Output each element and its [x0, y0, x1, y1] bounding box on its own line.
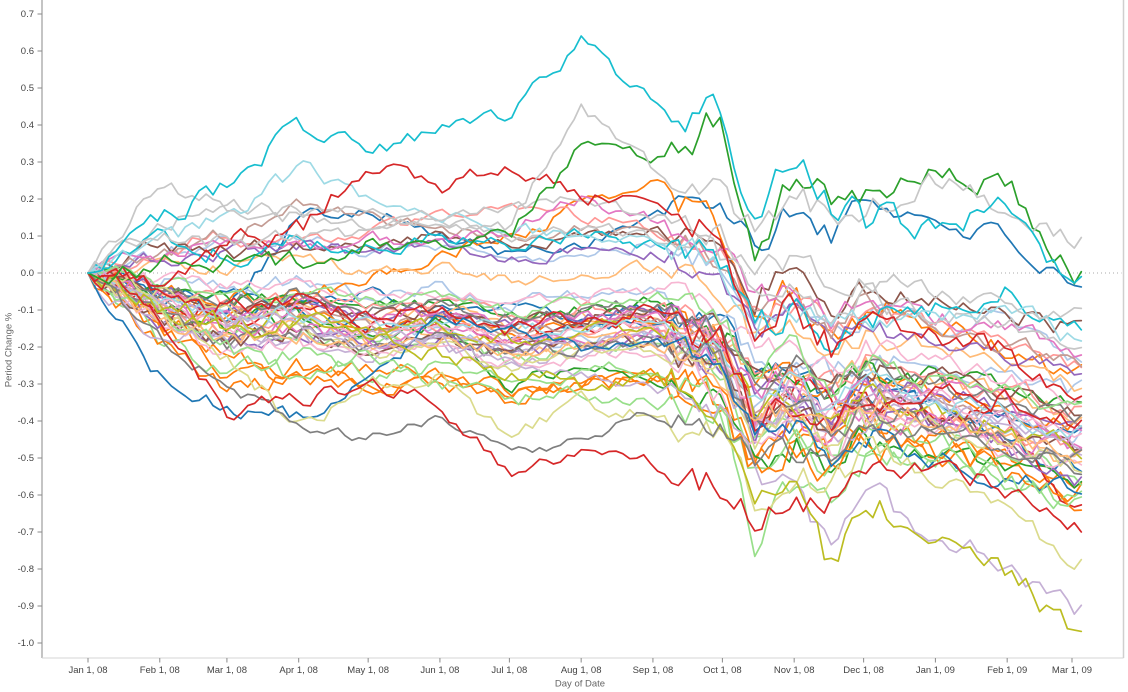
series-line-S55[interactable]: [87, 272, 1083, 633]
series-line-S57[interactable]: [87, 272, 1083, 533]
series-line-S01[interactable]: [87, 195, 1083, 315]
series-line-S49[interactable]: [87, 268, 1083, 432]
y-tick-label: 0.1: [21, 231, 34, 242]
x-tick-label: Aug 1, 08: [561, 665, 602, 676]
x-tick-label: Feb 1, 08: [140, 665, 180, 676]
series-line-S52[interactable]: [87, 272, 1083, 558]
series-line-S31[interactable]: [87, 270, 1083, 445]
y-tick-label: -0.9: [18, 601, 34, 612]
x-tick-label: May 1, 08: [347, 665, 389, 676]
x-tick-label: Mar 1, 08: [207, 665, 247, 676]
y-tick-label: -0.2: [18, 342, 34, 353]
series-line-S22[interactable]: [87, 272, 1083, 487]
series-line-S36[interactable]: [87, 269, 1083, 406]
y-tick-label: -0.4: [18, 416, 34, 427]
series-line-S33[interactable]: [87, 195, 1083, 358]
x-tick-label: Jul 1, 08: [491, 665, 527, 676]
y-tick-label: -0.7: [18, 527, 34, 538]
series-line-S44[interactable]: [87, 272, 1083, 512]
y-tick-label: 0.2: [21, 194, 34, 205]
series-line-S59[interactable]: [87, 112, 1083, 285]
y-tick-label: -0.6: [18, 490, 34, 501]
series-line-S04[interactable]: [87, 261, 1083, 394]
y-axis: 0.7 0.6 0.5 0.4 0.3 0.2 0.1 0.0 -0.1 -0.2 -0.3 -0.4…: [18, 0, 43, 658]
y-tick-label: 0.4: [21, 120, 34, 131]
x-tick-label: Nov 1, 08: [774, 665, 815, 676]
series-line-S42[interactable]: [87, 160, 1083, 342]
series-lines: [87, 35, 1083, 633]
series-line-S35[interactable]: [87, 272, 1083, 468]
y-tick-label: -0.5: [18, 453, 34, 464]
x-tick-label: Oct 1, 08: [703, 665, 742, 676]
x-tick-label: Apr 1, 08: [279, 665, 318, 676]
series-line-S38[interactable]: [87, 198, 1083, 350]
y-tick-label: 0.3: [21, 157, 34, 168]
series-line-S39[interactable]: [87, 272, 1083, 460]
y-tick-label: -0.3: [18, 379, 34, 390]
series-line-S26[interactable]: [87, 225, 1083, 334]
y-axis-title: Period Change %: [3, 312, 15, 388]
x-tick-label: Sep 1, 08: [633, 665, 674, 676]
y-tick-label: -0.1: [18, 305, 34, 316]
x-tick-label: Jan 1, 08: [68, 665, 107, 676]
y-tick-label: -0.8: [18, 564, 34, 575]
y-tick-label: 0.0: [21, 268, 34, 279]
series-line-S54[interactable]: [87, 267, 1083, 615]
y-tick-label: 0.6: [21, 46, 34, 57]
y-tick-label: 0.7: [21, 9, 34, 20]
series-line-S56[interactable]: [87, 272, 1083, 476]
x-tick-label: Mar 1, 09: [1052, 665, 1092, 676]
x-axis: Jan 1, 08 Feb 1, 08 Mar 1, 08 Apr 1, 08 May …: [42, 0, 1125, 676]
series-line-S50[interactable]: [87, 272, 1083, 464]
y-tick-label: -1.0: [18, 638, 34, 649]
x-tick-label: Feb 1, 09: [987, 665, 1027, 676]
x-tick-label: Jun 1, 08: [420, 665, 459, 676]
x-tick-label: Dec 1, 08: [843, 665, 884, 676]
series-line-S53[interactable]: [87, 272, 1083, 570]
series-line-S61[interactable]: [87, 35, 1083, 284]
series-line-S05[interactable]: [87, 272, 1083, 447]
series-line-S19[interactable]: [87, 268, 1083, 418]
x-tick-label: Jan 1, 09: [916, 665, 955, 676]
y-tick-label: 0.5: [21, 83, 34, 94]
series-line-S45[interactable]: [87, 265, 1083, 411]
series-line-S51[interactable]: [87, 272, 1083, 495]
series-line-S60[interactable]: [87, 103, 1083, 274]
series-line-S43[interactable]: [87, 268, 1083, 439]
series-line-S58[interactable]: [87, 163, 1083, 401]
x-axis-title: Day of Date: [554, 678, 606, 690]
series-line-S37[interactable]: [87, 270, 1083, 423]
